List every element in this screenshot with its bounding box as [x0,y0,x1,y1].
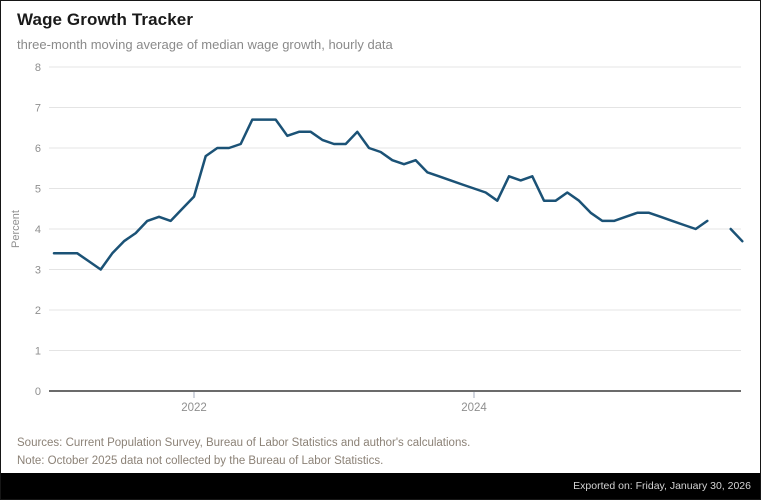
y-tick-label: 7 [35,103,41,115]
wage-growth-line-chart: 0 1 2 3 4 5 6 7 8 Percent 2022 2024 [10,62,744,414]
y-tick-label: 4 [35,224,41,236]
footer-notes: Sources: Current Population Survey, Bure… [17,434,470,470]
export-date-label: Exported on: Friday, January 30, 2026 [573,480,751,492]
y-tick-label: 8 [35,62,41,74]
wage-growth-series-line [52,118,744,271]
y-tick-label: 2 [35,305,41,317]
y-tick-label: 0 [35,386,41,398]
x-tick-label: 2022 [181,402,207,414]
y-tick-label: 1 [35,346,41,358]
y-tick-label: 3 [35,265,41,277]
page-title: Wage Growth Tracker [17,10,194,29]
y-tick-label: 6 [35,143,41,155]
y-tick-label: 5 [35,184,41,196]
x-tick-label: 2024 [461,402,487,414]
export-bar: Exported on: Friday, January 30, 2026 [1,473,760,499]
note-text: Note: October 2025 data not collected by… [17,455,384,467]
y-axis-title: Percent [10,210,22,248]
page-subtitle: three-month moving average of median wag… [17,37,393,52]
sources-text: Sources: Current Population Survey, Bure… [17,437,471,449]
